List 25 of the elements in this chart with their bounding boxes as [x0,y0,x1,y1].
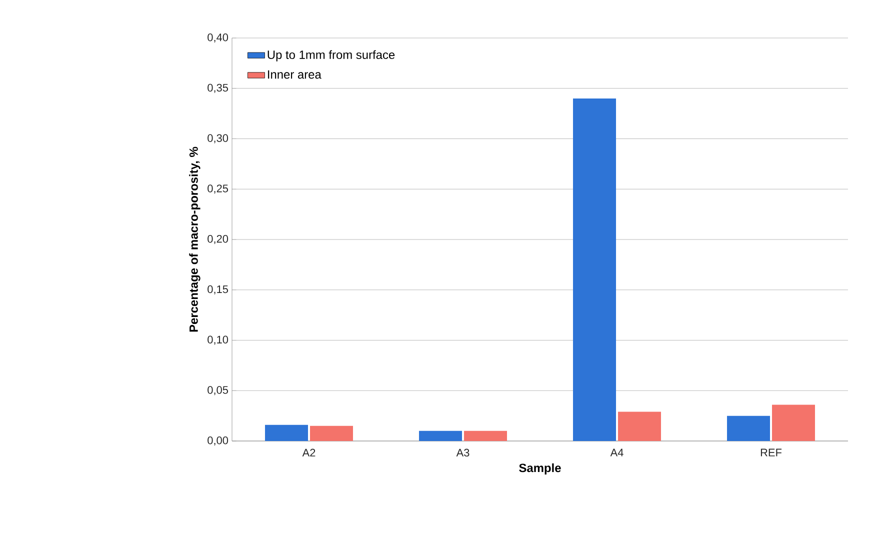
x-tick-label: A3 [456,448,470,457]
y-tick-label: 0,10 [208,336,228,345]
y-tick-label: 0,20 [208,234,228,244]
bar [727,416,770,441]
bar [310,426,353,441]
bar [265,424,308,441]
legend-label: Up to 1mm from surface [268,50,395,62]
bar [772,404,815,441]
y-tick-label: 0,05 [208,386,228,396]
y-axis-title: Percentage of macro-porosity, % [189,146,200,332]
x-tick-label: REF [760,448,782,456]
x-tick-label: A4 [610,448,624,456]
y-tick-label: 0,00 [208,436,228,446]
bar [464,430,507,441]
bar [573,98,616,441]
y-tick-label: 0,35 [208,84,228,93]
y-tick-label: 0,30 [208,134,228,144]
bar [618,412,661,441]
x-axis-title: Sample [519,463,561,475]
y-tick-label: 0,40 [208,33,228,43]
legend-label: Inner area [268,70,322,79]
y-tick-label: 0,15 [208,285,228,294]
y-tick-label: 0,25 [208,184,228,194]
bar [419,430,462,441]
x-tick-label: A2 [302,448,316,456]
